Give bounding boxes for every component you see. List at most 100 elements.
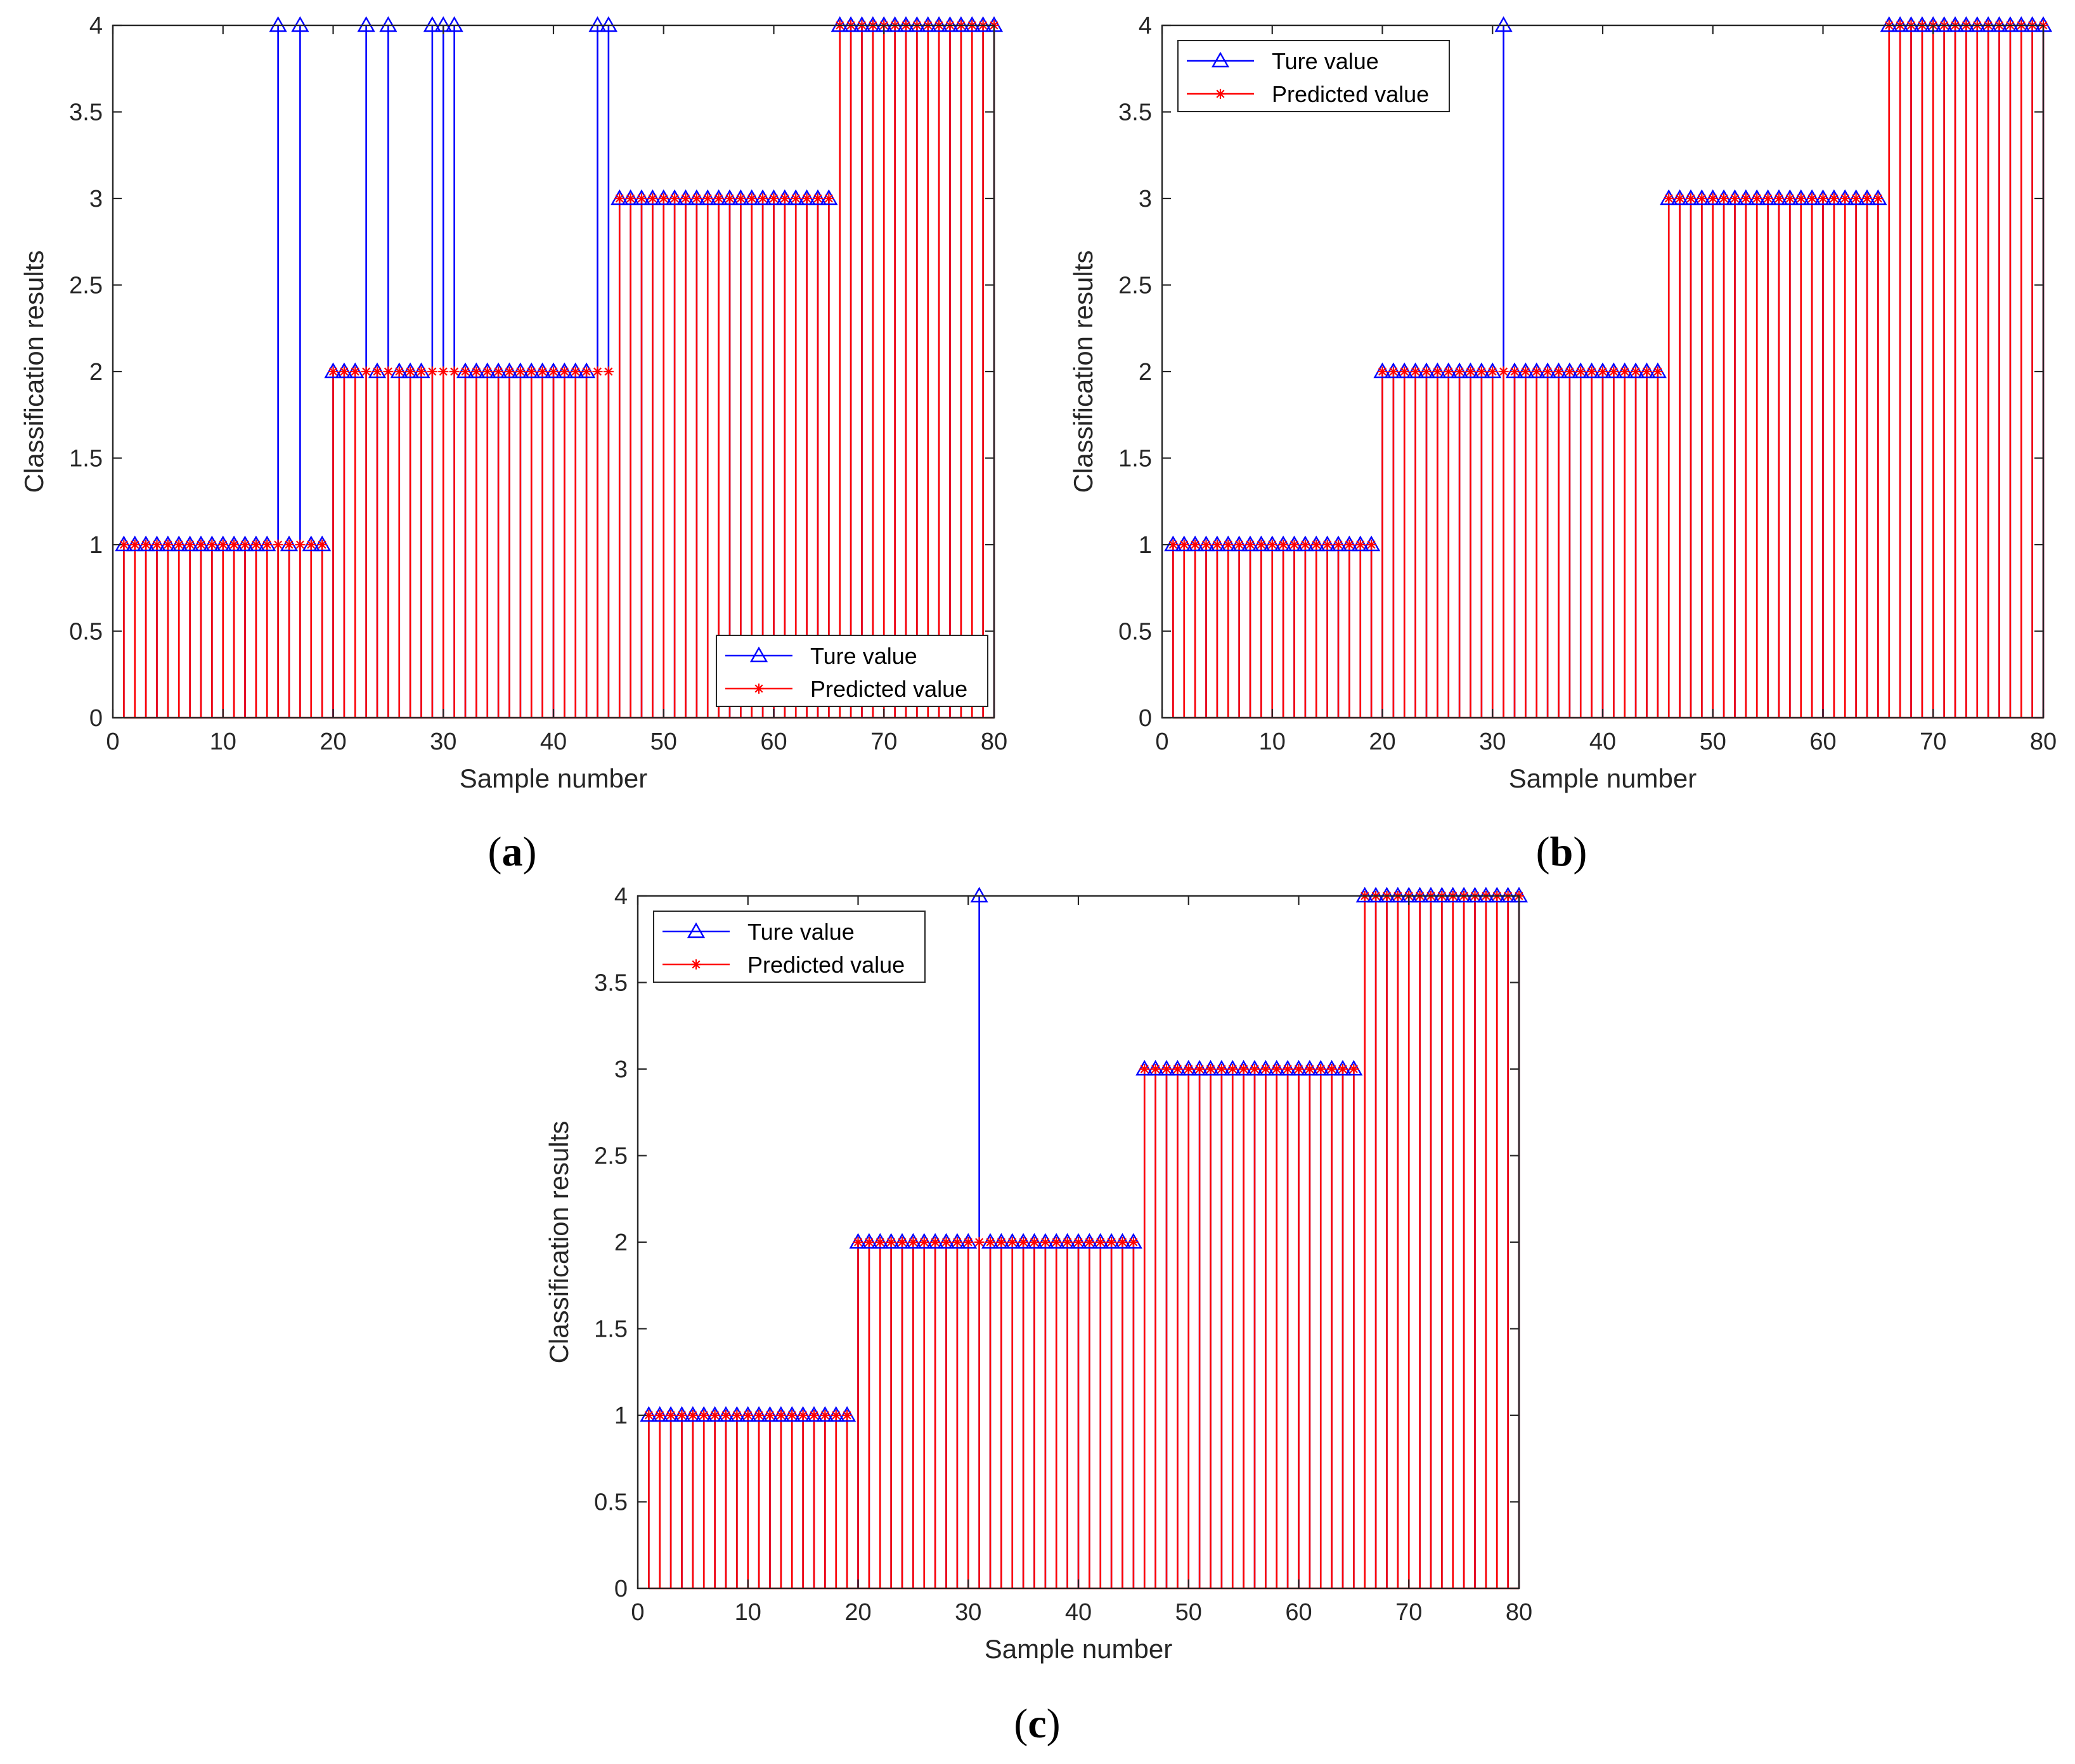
asterisk-stroke xyxy=(373,367,382,376)
predicted-value-point xyxy=(1719,193,1729,204)
true-value-point xyxy=(489,362,508,379)
predicted-value-point xyxy=(658,193,669,204)
asterisk-stroke xyxy=(688,1411,697,1420)
asterisk-stroke xyxy=(1235,540,1244,549)
predicted-value-point xyxy=(1106,1237,1117,1247)
predicted-value-point xyxy=(1223,540,1234,550)
predicted-value-point xyxy=(637,193,647,204)
asterisk-stroke xyxy=(832,1411,841,1420)
true-value-point xyxy=(313,535,332,552)
true-value-point xyxy=(1080,1233,1099,1249)
asterisk-stroke xyxy=(1852,194,1861,203)
predicted-value-point xyxy=(1018,1237,1029,1247)
true-value-point xyxy=(695,1406,713,1422)
asterisk-stroke xyxy=(1107,1238,1116,1247)
true-value-point xyxy=(1351,535,1369,552)
true-value-point xyxy=(280,535,299,552)
predicted-value-point xyxy=(559,366,570,377)
asterisk-stroke xyxy=(670,194,679,203)
y-tick-label: 2.5 xyxy=(1118,273,1152,299)
asterisk-stroke xyxy=(1830,194,1839,203)
true-value-point xyxy=(1935,16,1953,32)
true-value-point xyxy=(794,1406,812,1422)
predicted-value-point xyxy=(1785,193,1795,204)
true-value-point xyxy=(798,189,816,205)
true-value-point xyxy=(1466,886,1484,903)
true-value-point xyxy=(1384,362,1402,379)
predicted-value-point xyxy=(1454,366,1465,377)
predicted-value-point xyxy=(791,193,801,204)
true-value-point xyxy=(816,1406,834,1422)
asterisk-stroke xyxy=(340,367,349,376)
true-value-point xyxy=(1279,1060,1297,1076)
true-value-point xyxy=(1560,362,1579,379)
asterisk-stroke xyxy=(1224,540,1232,549)
true-value-point xyxy=(1484,362,1502,379)
predicted-value-point xyxy=(1641,366,1652,377)
asterisk-stroke xyxy=(1334,540,1343,549)
true-value-point xyxy=(1102,1233,1121,1249)
true-value-point xyxy=(2001,16,2019,32)
predicted-value-point xyxy=(217,540,228,550)
true-value-point xyxy=(302,535,320,552)
true-value-point xyxy=(1191,1060,1209,1076)
asterisk-stroke xyxy=(1206,1065,1215,1073)
true-value-point xyxy=(838,1406,857,1422)
x-tick-label: 40 xyxy=(540,729,567,755)
predicted-value-point xyxy=(405,366,416,377)
asterisk-stroke xyxy=(328,367,338,376)
predicted-value-point xyxy=(1267,540,1277,550)
true-value-point xyxy=(720,189,739,205)
asterisk-stroke xyxy=(1709,194,1717,203)
true-value-point xyxy=(1990,16,2008,32)
true-value-point xyxy=(1748,189,1766,205)
asterisk-stroke xyxy=(262,540,271,549)
asterisk-stroke xyxy=(1620,367,1629,376)
predicted-value-point xyxy=(725,193,735,204)
true-value-point xyxy=(650,1406,669,1422)
x-tick-label: 60 xyxy=(760,729,787,755)
true-value-point xyxy=(787,189,805,205)
true-value-point xyxy=(963,16,981,32)
predicted-value-point xyxy=(1007,1237,1018,1247)
y-tick-label: 3.5 xyxy=(69,100,103,126)
true-value-point xyxy=(1428,362,1447,379)
asterisk-stroke xyxy=(1466,367,1475,376)
predicted-value-point xyxy=(1443,366,1454,377)
predicted-value-point xyxy=(824,193,834,204)
predicted-value-point xyxy=(996,1237,1007,1247)
x-axis-label: Sample number xyxy=(1509,763,1697,793)
asterisk-stroke xyxy=(505,367,514,376)
true-value-point xyxy=(2012,16,2031,32)
true-value-point xyxy=(1516,362,1535,379)
predicted-value-point xyxy=(273,540,283,550)
true-value-point xyxy=(772,1406,790,1422)
asterisk-stroke xyxy=(803,194,811,203)
true-value-point xyxy=(1241,535,1260,552)
predicted-value-point xyxy=(1190,540,1201,550)
predicted-value-point xyxy=(1564,366,1575,377)
true-value-point xyxy=(566,362,585,379)
true-value-point xyxy=(709,189,728,205)
asterisk-stroke xyxy=(1294,1065,1303,1073)
true-value-point xyxy=(742,189,761,205)
asterisk-stroke xyxy=(274,540,283,549)
x-tick-label: 20 xyxy=(1369,729,1395,755)
true-value-point xyxy=(1373,362,1392,379)
asterisk-stroke xyxy=(637,194,646,203)
asterisk-stroke xyxy=(824,194,833,203)
predicted-value-point xyxy=(1304,1064,1315,1074)
legend-box xyxy=(1177,40,1450,112)
predicted-value-point xyxy=(1293,1064,1304,1074)
true-value-point xyxy=(992,1233,1011,1249)
asterisk-stroke xyxy=(765,1411,775,1420)
predicted-value-point xyxy=(1873,193,1884,204)
asterisk-stroke xyxy=(207,540,216,549)
predicted-value-point xyxy=(1062,1237,1073,1247)
predicted-value-point xyxy=(1216,1064,1227,1074)
true-value-point xyxy=(1378,886,1396,903)
predicted-value-point xyxy=(1774,193,1784,204)
asterisk-stroke xyxy=(461,367,470,376)
predicted-value-point xyxy=(1862,193,1872,204)
asterisk-stroke xyxy=(1433,367,1442,376)
